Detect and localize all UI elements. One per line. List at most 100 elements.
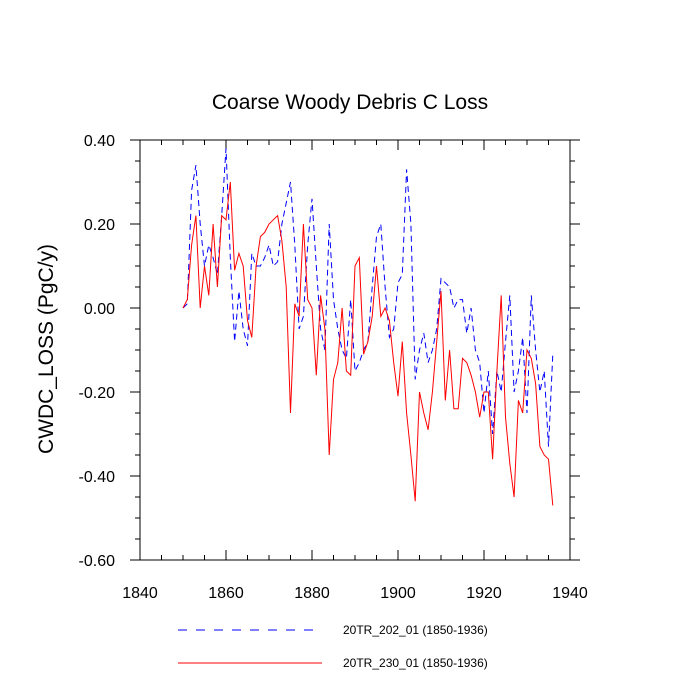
data-point-2 <box>449 350 450 351</box>
data-point-2 <box>441 291 442 292</box>
data-point-2 <box>385 308 386 309</box>
data-point-1 <box>479 362 480 363</box>
data-point-1 <box>466 333 467 334</box>
data-point-2 <box>406 413 407 414</box>
data-point-2 <box>350 375 351 376</box>
data-point-2 <box>320 295 321 296</box>
data-point-2 <box>277 215 278 216</box>
data-point-2 <box>518 400 519 401</box>
data-point-1 <box>501 392 502 393</box>
data-point-1 <box>410 224 411 225</box>
data-point-1 <box>428 362 429 363</box>
data-point-1 <box>243 329 244 330</box>
data-point-1 <box>389 337 390 338</box>
data-point-1 <box>208 245 209 246</box>
data-point-1 <box>453 308 454 309</box>
legend: 20TR_202_01 (1850-1936) 20TR_230_01 (1850… <box>178 623 488 670</box>
data-point-2 <box>213 224 214 225</box>
data-point-2 <box>355 266 356 267</box>
data-point-1 <box>290 182 291 183</box>
data-point-1 <box>539 392 540 393</box>
data-point-2 <box>501 295 502 296</box>
data-point-1 <box>307 245 308 246</box>
data-point-1 <box>299 329 300 330</box>
x-tick-label: 1840 <box>122 585 158 602</box>
data-point-2 <box>363 354 364 355</box>
data-point-1 <box>277 261 278 262</box>
data-point-2 <box>535 383 536 384</box>
data-point-1 <box>213 257 214 258</box>
data-point-1 <box>445 282 446 283</box>
data-point-2 <box>290 413 291 414</box>
data-point-2 <box>200 308 201 309</box>
data-point-2 <box>359 257 360 258</box>
data-point-2 <box>230 182 231 183</box>
data-point-2 <box>191 245 192 246</box>
data-point-2 <box>514 497 515 498</box>
series-line-1 <box>182 148 554 447</box>
data-point-2 <box>264 232 265 233</box>
data-point-1 <box>200 224 201 225</box>
data-point-2 <box>393 362 394 363</box>
data-point-2 <box>187 299 188 300</box>
data-point-1 <box>294 245 295 246</box>
data-point-1 <box>273 266 274 267</box>
data-point-1 <box>492 434 493 435</box>
data-point-2 <box>195 215 196 216</box>
data-point-2 <box>256 266 257 267</box>
data-point-2 <box>269 224 270 225</box>
data-point-1 <box>316 266 317 267</box>
data-point-2 <box>243 266 244 267</box>
data-point-2 <box>337 362 338 363</box>
data-point-1 <box>380 224 381 225</box>
x-tick-label: 1880 <box>294 585 330 602</box>
data-point-2 <box>462 358 463 359</box>
legend-label-2: 20TR_230_01 (1850-1936) <box>343 656 488 670</box>
data-point-1 <box>552 354 553 355</box>
data-point-1 <box>264 257 265 258</box>
data-point-1 <box>432 350 433 351</box>
legend-label-1: 20TR_202_01 (1850-1936) <box>343 623 488 637</box>
data-point-2 <box>445 400 446 401</box>
data-point-1 <box>462 299 463 300</box>
data-point-1 <box>505 341 506 342</box>
data-point-1 <box>312 198 313 199</box>
data-point-2 <box>466 362 467 363</box>
data-point-1 <box>238 291 239 292</box>
data-point-2 <box>539 446 540 447</box>
data-point-2 <box>324 329 325 330</box>
data-point-2 <box>346 371 347 372</box>
data-point-2 <box>372 316 373 317</box>
data-point-1 <box>350 299 351 300</box>
data-point-2 <box>488 392 489 393</box>
data-point-1 <box>385 287 386 288</box>
data-point-1 <box>419 350 420 351</box>
data-point-1 <box>518 371 519 372</box>
data-point-1 <box>191 190 192 191</box>
data-point-1 <box>406 169 407 170</box>
series-line-2 <box>182 181 554 506</box>
data-point-2 <box>432 392 433 393</box>
data-point-2 <box>402 341 403 342</box>
chart-title: Coarse Woody Debris C Loss <box>212 91 488 114</box>
data-point-2 <box>251 337 252 338</box>
data-point-2 <box>303 224 304 225</box>
x-tick-label: 1920 <box>466 585 502 602</box>
data-point-2 <box>509 463 510 464</box>
data-point-2 <box>208 295 209 296</box>
data-point-2 <box>436 341 437 342</box>
data-point-1 <box>514 392 515 393</box>
data-point-2 <box>423 413 424 414</box>
data-point-1 <box>376 236 377 237</box>
data-point-1 <box>359 362 360 363</box>
data-point-2 <box>380 316 381 317</box>
data-point-2 <box>281 240 282 241</box>
data-point-2 <box>552 505 553 506</box>
data-point-2 <box>479 417 480 418</box>
data-point-1 <box>247 345 248 346</box>
data-point-2 <box>527 350 528 351</box>
data-point-1 <box>260 266 261 267</box>
data-point-1 <box>329 224 330 225</box>
data-point-2 <box>522 413 523 414</box>
